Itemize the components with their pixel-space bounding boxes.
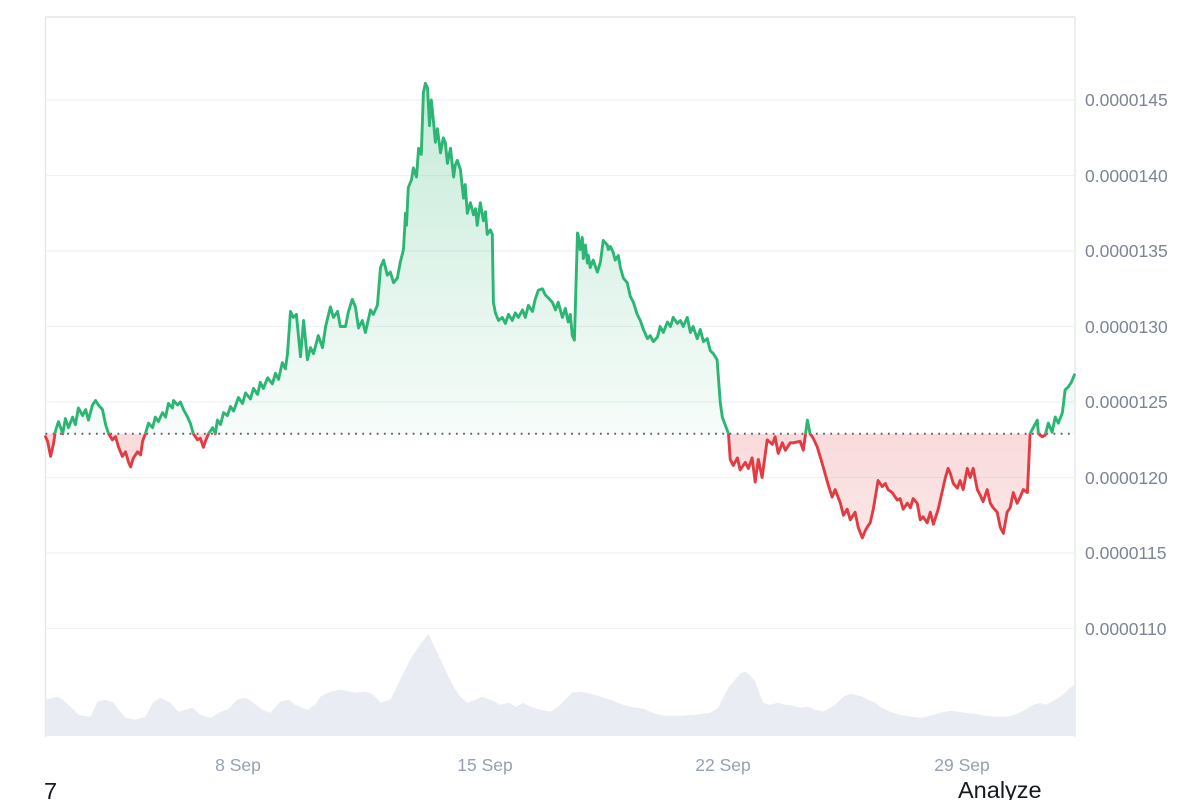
- x-axis-label: 8 Sep: [215, 755, 261, 775]
- y-axis-label: 0.0000110: [1085, 619, 1167, 639]
- y-axis-label: 0.0000120: [1085, 468, 1168, 488]
- y-axis-label: 0.0000140: [1085, 166, 1168, 186]
- y-axis-label: 0.0000135: [1085, 241, 1168, 261]
- x-axis-label: 29 Sep: [934, 755, 990, 775]
- y-axis-label: 0.0000125: [1085, 392, 1168, 412]
- volume-area: [45, 634, 1076, 736]
- timeframe-7d-button[interactable]: 7: [44, 778, 58, 800]
- price-line-up: [53, 81, 1076, 434]
- analyze-button[interactable]: Analyze: [958, 777, 1042, 800]
- price-line-down: [44, 433, 1048, 540]
- price-area-down: [45, 433, 1046, 538]
- y-axis-label: 0.0000145: [1085, 90, 1168, 110]
- x-axis-label: 22 Sep: [695, 755, 751, 775]
- x-axis-label: 15 Sep: [457, 755, 513, 775]
- y-axis-label: 0.0000130: [1085, 317, 1168, 337]
- y-axis-label: 0.0000115: [1085, 543, 1167, 563]
